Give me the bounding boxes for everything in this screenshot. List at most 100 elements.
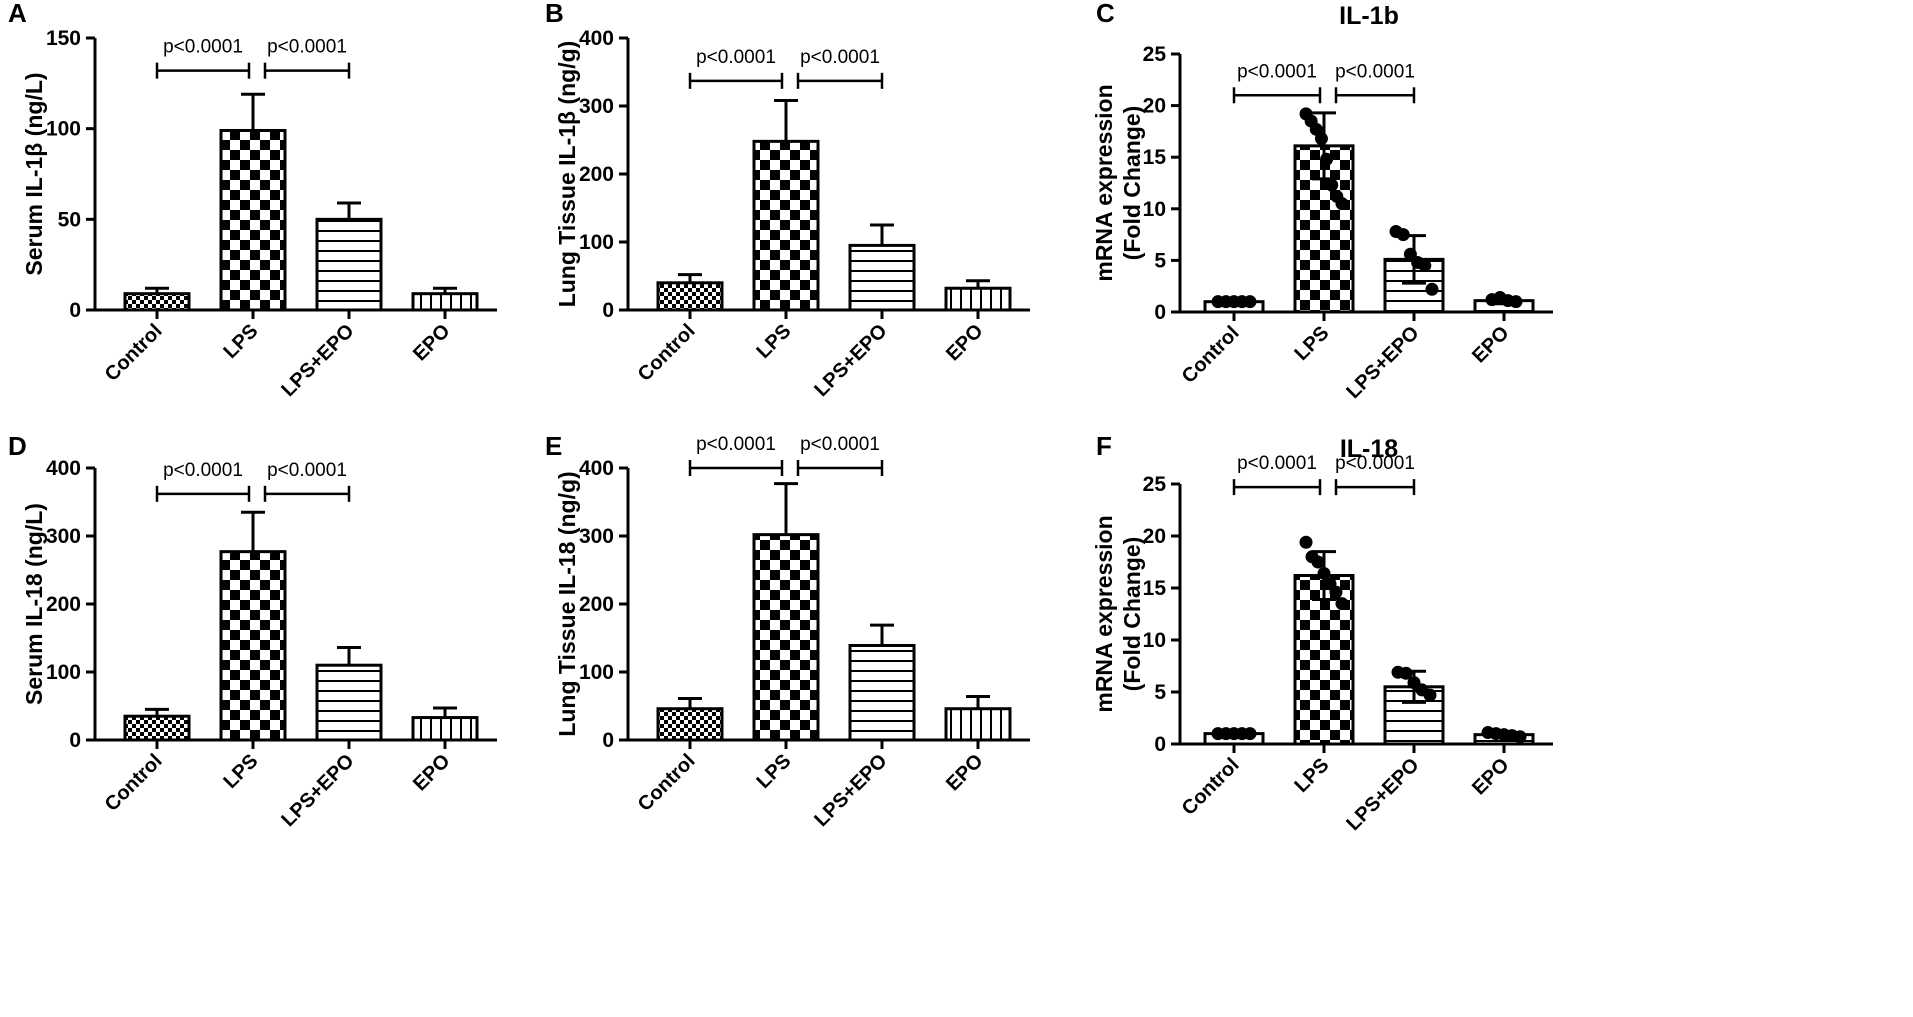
y-tick-label: 15 bbox=[1143, 577, 1167, 600]
data-point bbox=[1335, 597, 1349, 611]
y-tick-label: 20 bbox=[1143, 525, 1166, 548]
category-label: LPS bbox=[1290, 322, 1333, 365]
panel-letter: F bbox=[1096, 431, 1112, 461]
category-label: Control bbox=[101, 320, 167, 386]
y-tick-label: 25 bbox=[1143, 43, 1167, 66]
y-tick-label: 200 bbox=[579, 163, 614, 186]
category-label: Control bbox=[634, 320, 700, 386]
y-axis-label-line: (Fold Change) bbox=[1119, 537, 1145, 692]
bar-lps-epo bbox=[848, 243, 916, 312]
bar-control bbox=[656, 281, 724, 312]
y-tick-label: 50 bbox=[58, 208, 81, 231]
p-value-label: p<0.0001 bbox=[1237, 61, 1317, 82]
category-label: LPS bbox=[752, 750, 795, 793]
bar-epo bbox=[944, 286, 1012, 312]
y-tick-label: 5 bbox=[1154, 249, 1166, 272]
y-tick-label: 25 bbox=[1143, 473, 1167, 496]
y-tick-label: 150 bbox=[46, 27, 81, 50]
y-tick-label: 100 bbox=[579, 661, 614, 684]
panel-letter: E bbox=[545, 431, 562, 461]
y-axis-label: mRNA expression(Fold Change) bbox=[1091, 515, 1145, 712]
y-tick-label: 0 bbox=[1154, 301, 1166, 324]
data-point bbox=[1320, 152, 1334, 166]
y-axis-label-line: (Fold Change) bbox=[1119, 106, 1145, 261]
panel-a: A Serum IL-1β (ng/L) 0 50 100 150 Control LPS LP… bbox=[8, 0, 497, 401]
p-value-label: p<0.0001 bbox=[1335, 453, 1415, 474]
panel-d: D Serum IL-18 (ng/L) 0 100 200 300 400 Control L… bbox=[8, 431, 497, 831]
y-tick-label: 10 bbox=[1143, 629, 1166, 652]
category-label: LPS bbox=[219, 750, 262, 793]
data-point bbox=[1317, 566, 1331, 580]
category-label: Control bbox=[1178, 322, 1244, 388]
y-axis-label-line: mRNA expression bbox=[1091, 84, 1117, 281]
y-tick-label: 5 bbox=[1154, 681, 1166, 704]
bar-lps bbox=[752, 139, 820, 312]
category-label: EPO bbox=[409, 750, 454, 795]
category-label: Control bbox=[634, 750, 700, 816]
y-tick-label: 100 bbox=[46, 118, 81, 141]
bar-lps-epo bbox=[315, 217, 383, 312]
y-axis-label-line: mRNA expression bbox=[1091, 515, 1117, 712]
category-label: Control bbox=[101, 750, 167, 816]
p-value-label: p<0.0001 bbox=[267, 37, 347, 58]
y-tick-label: 15 bbox=[1143, 146, 1167, 169]
y-tick-label: 100 bbox=[579, 231, 614, 254]
y-axis-label: Lung Tissue IL-1β (ng/g) bbox=[554, 41, 580, 308]
panel-c: C IL-1b mRNA expression(Fold Change) 0 5 10 15… bbox=[1091, 0, 1553, 403]
y-tick-label: 0 bbox=[602, 299, 614, 322]
data-point bbox=[1243, 727, 1257, 741]
bar-lps bbox=[219, 128, 287, 312]
data-point bbox=[1513, 730, 1527, 744]
category-label: EPO bbox=[1468, 322, 1513, 367]
category-label: LPS bbox=[1290, 754, 1333, 797]
category-label: LPS+EPO bbox=[810, 320, 891, 401]
y-tick-label: 0 bbox=[69, 729, 81, 752]
chart-title: IL-1b bbox=[1339, 2, 1399, 30]
y-tick-label: 400 bbox=[579, 457, 614, 480]
y-tick-label: 400 bbox=[579, 27, 614, 50]
y-tick-label: 300 bbox=[46, 525, 81, 548]
bar-epo bbox=[944, 707, 1012, 742]
y-axis-label: Serum IL-18 (ng/L) bbox=[21, 503, 47, 705]
data-point bbox=[1418, 259, 1432, 273]
bar-lps bbox=[219, 550, 287, 742]
panel-b: B Lung Tissue IL-1β (ng/g) 0 100 200 300 400 Co… bbox=[545, 0, 1030, 401]
data-point bbox=[1325, 178, 1339, 192]
bar-lps bbox=[752, 533, 820, 742]
category-label: EPO bbox=[942, 320, 987, 365]
data-point bbox=[1314, 132, 1328, 146]
bar-control bbox=[123, 714, 191, 742]
bar-lps-epo bbox=[848, 643, 916, 742]
y-tick-label: 10 bbox=[1143, 198, 1166, 221]
category-label: EPO bbox=[942, 750, 987, 795]
p-value-label: p<0.0001 bbox=[267, 460, 347, 481]
p-value-label: p<0.0001 bbox=[163, 37, 243, 58]
panel-letter: B bbox=[545, 0, 564, 28]
y-tick-label: 0 bbox=[69, 299, 81, 322]
data-point bbox=[1509, 295, 1523, 309]
p-value-label: p<0.0001 bbox=[696, 434, 776, 455]
category-label: Control bbox=[1178, 754, 1244, 820]
bar-control bbox=[123, 292, 191, 312]
data-point bbox=[1311, 555, 1325, 569]
y-tick-label: 400 bbox=[46, 457, 81, 480]
data-point bbox=[1423, 688, 1437, 702]
y-tick-label: 300 bbox=[579, 95, 614, 118]
bar-epo bbox=[411, 716, 479, 742]
panel-letter: A bbox=[8, 0, 27, 28]
p-value-label: p<0.0001 bbox=[696, 47, 776, 68]
category-label: LPS+EPO bbox=[1342, 322, 1423, 403]
data-point bbox=[1299, 535, 1313, 549]
y-tick-label: 200 bbox=[579, 593, 614, 616]
y-tick-label: 200 bbox=[46, 593, 81, 616]
y-axis-label: Lung Tissue IL-18 (ng/g) bbox=[554, 471, 580, 736]
data-point bbox=[1399, 666, 1413, 680]
panel-e: E Lung Tissue IL-18 (ng/g) 0 100 200 300 400 Co… bbox=[545, 431, 1030, 831]
y-tick-label: 100 bbox=[46, 661, 81, 684]
p-value-label: p<0.0001 bbox=[163, 460, 243, 481]
y-tick-label: 0 bbox=[1154, 733, 1166, 756]
bar-lps-epo bbox=[315, 663, 383, 742]
category-label: LPS+EPO bbox=[810, 750, 891, 831]
category-label: LPS bbox=[752, 320, 795, 363]
